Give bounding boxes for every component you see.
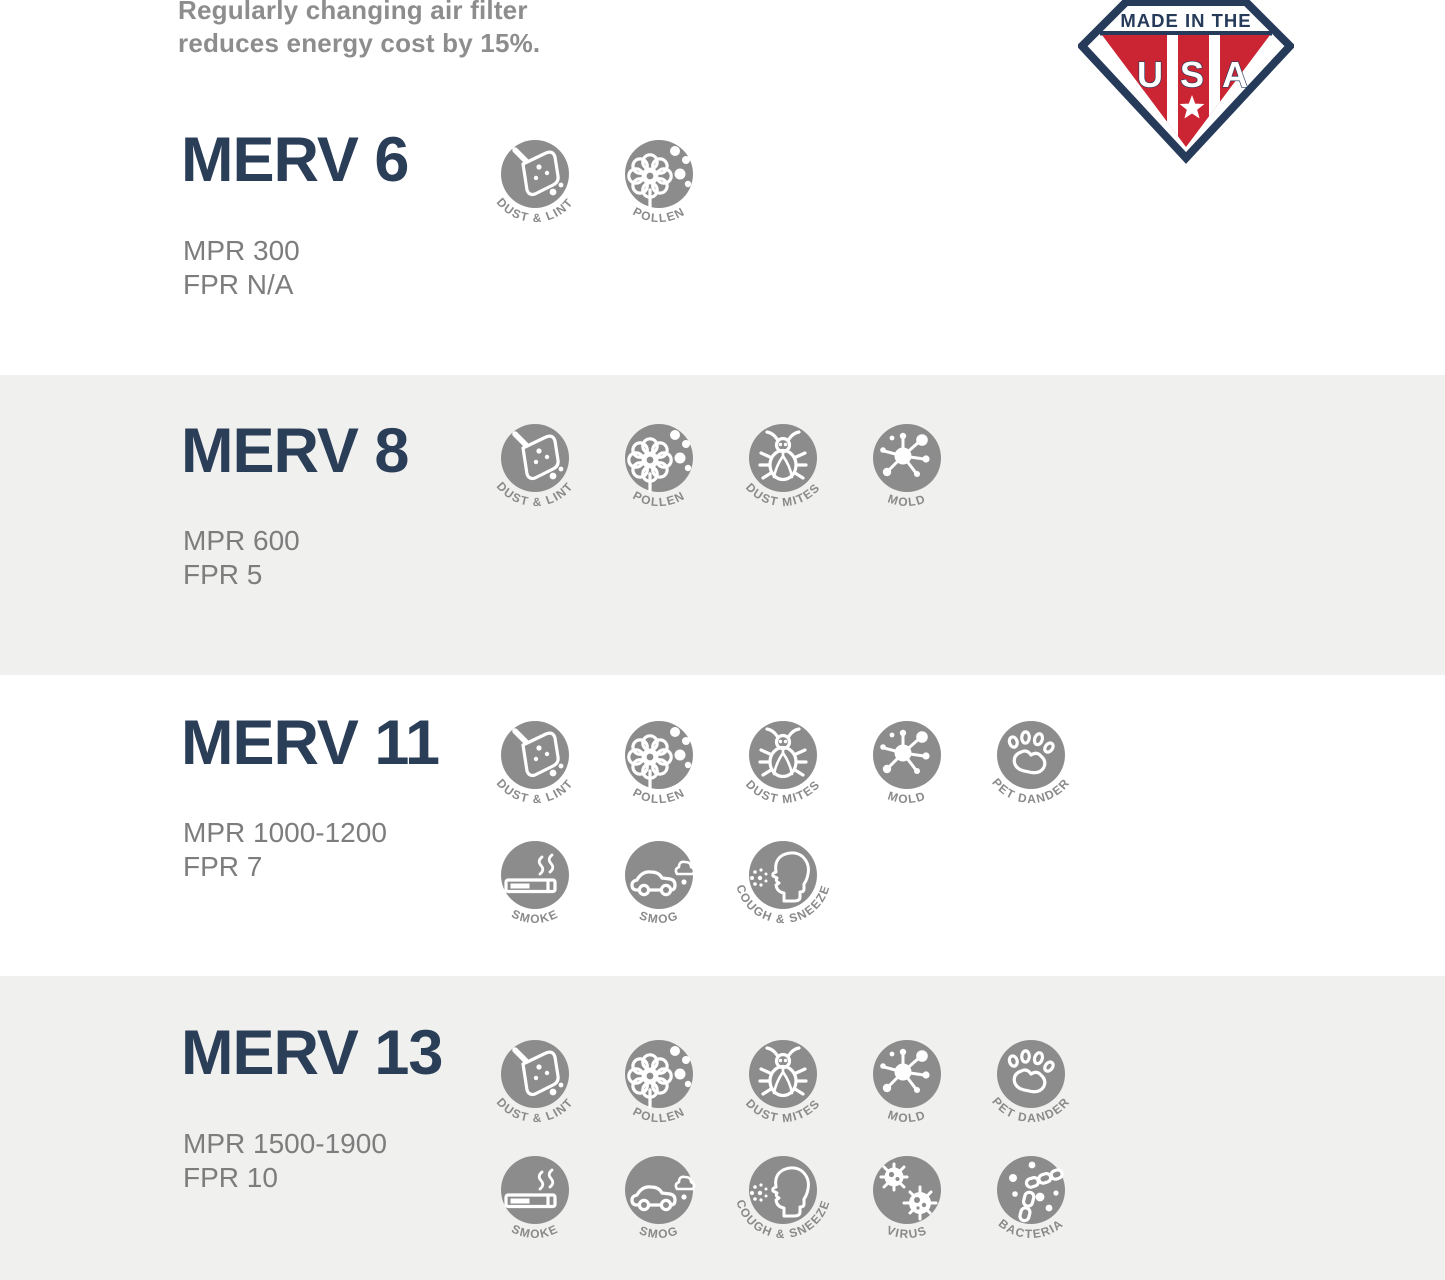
virus-icon: VIRUS: [845, 1142, 969, 1266]
dust-lint-icon-graphic: DUST & LINT: [494, 424, 575, 509]
dust-mites-icon-graphic: DUST MITES: [743, 424, 822, 509]
fpr-value: FPR 5: [183, 559, 263, 590]
section-merv11-title: MERV 11: [181, 708, 440, 778]
fpr-value: FPR 7: [183, 851, 263, 882]
mpr-value: MPR 1000-1200: [183, 817, 387, 848]
icon-label: MOLD: [886, 789, 928, 807]
header-line-2: reduces energy cost by 15%.: [178, 28, 541, 58]
mold-icon-graphic: MOLD: [873, 424, 941, 510]
mold-icon-graphic: MOLD: [873, 1040, 941, 1126]
badge-star-icon: [1179, 95, 1205, 119]
cough-sneeze-icon: COUGH & SNEEZE: [721, 827, 845, 951]
icon-row: DUST & LINT POLLEN: [473, 126, 721, 250]
section-merv8-ratings: MPR 600 FPR 5: [183, 524, 300, 592]
pollen-icon-graphic: POLLEN: [625, 424, 693, 509]
band-merv13: [0, 976, 1445, 1280]
dust-lint-icon: DUST & LINT: [473, 1026, 597, 1150]
dust-lint-icon: DUST & LINT: [473, 707, 597, 831]
icon-label: POLLEN: [631, 785, 688, 806]
mold-icon: MOLD: [845, 707, 969, 831]
dust-lint-icon: DUST & LINT: [473, 126, 597, 250]
smog-icon-graphic: SMOG: [625, 841, 696, 926]
fpr-value: FPR 10: [183, 1162, 278, 1193]
made-in-usa-badge: MADE IN THE U S A: [1078, 0, 1294, 164]
icon-label: MOLD: [886, 1108, 928, 1126]
virus-icon-graphic: VIRUS: [873, 1156, 941, 1241]
icon-label: SMOKE: [509, 907, 560, 926]
section-merv11-ratings: MPR 1000-1200 FPR 7: [183, 816, 387, 884]
mold-icon: MOLD: [845, 410, 969, 534]
mpr-value: MPR 600: [183, 525, 300, 556]
icon-row: DUST & LINT POLLEN DUST MITES MOLD PET D…: [473, 707, 1093, 831]
dust-mites-icon: DUST MITES: [721, 1026, 845, 1150]
icon-label: VIRUS: [885, 1223, 929, 1241]
section-merv13-title: MERV 13: [181, 1018, 443, 1088]
icon-label: SMOG: [637, 908, 680, 926]
band-merv11: [0, 675, 1445, 976]
icon-label: SMOG: [637, 1223, 680, 1241]
dust-mites-icon: DUST MITES: [721, 410, 845, 534]
dust-lint-icon-graphic: DUST & LINT: [494, 721, 575, 806]
band-merv8: [0, 375, 1445, 675]
cough-sneeze-icon-graphic: COUGH & SNEEZE: [733, 1156, 831, 1241]
pollen-icon: POLLEN: [597, 410, 721, 534]
dust-lint-icon-graphic: DUST & LINT: [494, 140, 575, 225]
mold-icon: MOLD: [845, 1026, 969, 1150]
smog-icon-graphic: SMOG: [625, 1156, 696, 1241]
section-merv8-title: MERV 8: [181, 416, 409, 486]
icon-label: POLLEN: [631, 204, 688, 225]
pet-dander-icon-graphic: PET DANDER: [989, 721, 1071, 806]
badge-top-text: MADE IN THE: [1120, 10, 1251, 31]
dust-mites-icon-graphic: DUST MITES: [743, 1040, 822, 1125]
pollen-icon-graphic: POLLEN: [625, 721, 693, 806]
pet-dander-icon: PET DANDER: [969, 1026, 1093, 1150]
icon-label: POLLEN: [631, 1104, 688, 1125]
cough-sneeze-icon-graphic: COUGH & SNEEZE: [733, 841, 831, 926]
smog-icon: SMOG: [597, 1142, 721, 1266]
mpr-value: MPR 1500-1900: [183, 1128, 387, 1159]
pollen-icon: POLLEN: [597, 707, 721, 831]
mpr-value: MPR 300: [183, 235, 300, 266]
dust-mites-icon: DUST MITES: [721, 707, 845, 831]
cough-sneeze-icon: COUGH & SNEEZE: [721, 1142, 845, 1266]
pollen-icon: POLLEN: [597, 1026, 721, 1150]
pet-dander-icon: PET DANDER: [969, 707, 1093, 831]
icon-row: DUST & LINT POLLEN DUST MITES MOLD: [473, 410, 969, 534]
dust-lint-icon-graphic: DUST & LINT: [494, 1040, 575, 1125]
header-text: Regularly changing air filter reduces en…: [178, 0, 540, 60]
section-merv6-title: MERV 6: [181, 125, 409, 195]
icon-row: SMOKE SMOG COUGH & SNEEZE VIRUS BACTERIA: [473, 1142, 1093, 1266]
mold-icon-graphic: MOLD: [873, 721, 941, 807]
smoke-icon: SMOKE: [473, 827, 597, 951]
bacteria-icon: BACTERIA: [969, 1142, 1093, 1266]
dust-lint-icon: DUST & LINT: [473, 410, 597, 534]
badge-letter-s: S: [1180, 54, 1204, 95]
pollen-icon-graphic: POLLEN: [625, 140, 693, 225]
bacteria-icon-graphic: BACTERIA: [996, 1156, 1065, 1241]
icon-label: SMOKE: [509, 1222, 560, 1241]
badge-letter-a: A: [1222, 54, 1248, 95]
pollen-icon-graphic: POLLEN: [625, 1040, 693, 1125]
header-line-1: Regularly changing air filter: [178, 0, 528, 25]
icon-row: DUST & LINT POLLEN DUST MITES MOLD PET D…: [473, 1026, 1093, 1150]
badge-rule: [1100, 31, 1272, 36]
icon-row: SMOKE SMOG COUGH & SNEEZE: [473, 827, 845, 951]
pollen-icon: POLLEN: [597, 126, 721, 250]
smoke-icon: SMOKE: [473, 1142, 597, 1266]
dust-mites-icon-graphic: DUST MITES: [743, 721, 822, 806]
smoke-icon-graphic: SMOKE: [501, 841, 569, 926]
badge-letter-u: U: [1137, 54, 1163, 95]
section-merv13-ratings: MPR 1500-1900 FPR 10: [183, 1127, 387, 1195]
smoke-icon-graphic: SMOKE: [501, 1156, 569, 1241]
icon-label: MOLD: [886, 492, 928, 510]
pet-dander-icon-graphic: PET DANDER: [989, 1040, 1071, 1125]
smog-icon: SMOG: [597, 827, 721, 951]
section-merv6-ratings: MPR 300 FPR N/A: [183, 234, 300, 302]
icon-label: POLLEN: [631, 488, 688, 509]
fpr-value: FPR N/A: [183, 269, 294, 300]
